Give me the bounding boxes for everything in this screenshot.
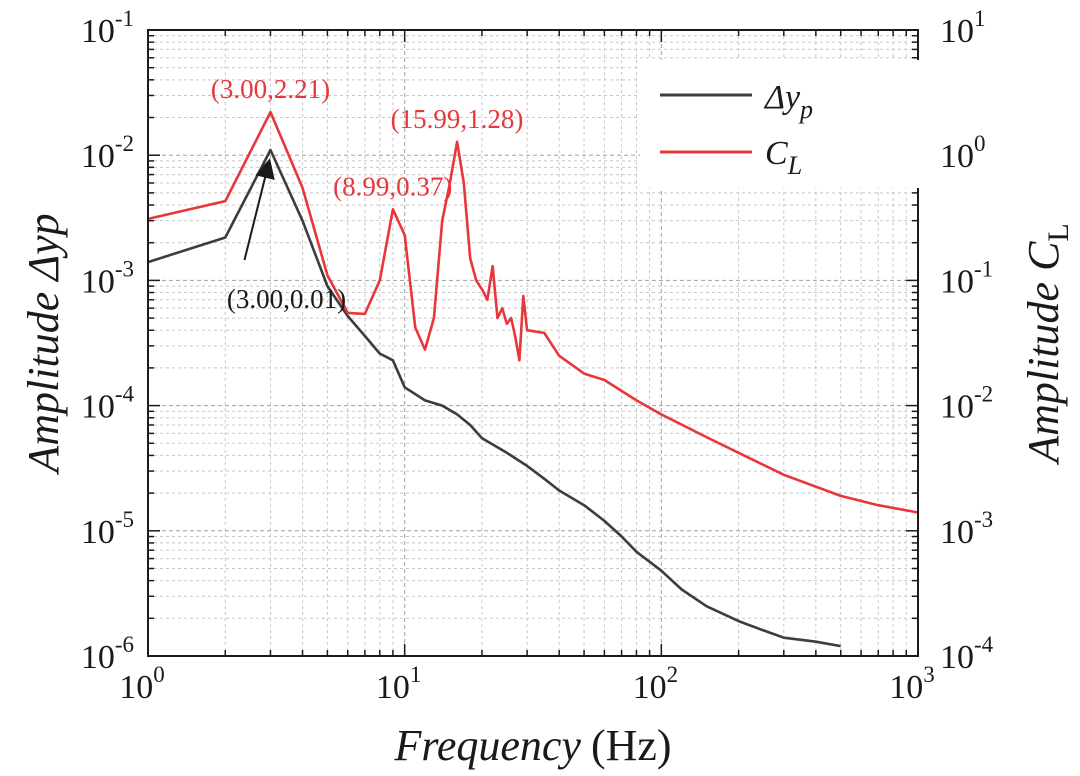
y-axis-left-title: Amplitude Δyp <box>19 213 68 475</box>
x-tick-label: 101 <box>376 662 422 706</box>
y-left-tick-label: 10-3 <box>81 256 134 300</box>
grid-lines <box>148 30 918 656</box>
y-right-tick-label: 101 <box>940 6 986 50</box>
y-left-tick-label: 10-2 <box>81 131 134 175</box>
annotation-label: (8.99,0.37) <box>333 171 452 201</box>
series-line-delta-yp <box>147 148 841 648</box>
y-axis-right-title: Amplitude CL <box>1019 223 1075 466</box>
x-axis-title: Frequency (Hz) <box>393 721 671 770</box>
y-right-tick-label: 10-1 <box>940 256 993 300</box>
y-left-tick-label: 10-5 <box>81 507 134 551</box>
y-left-tick-label: 10-1 <box>81 6 134 50</box>
annotation-arrow <box>243 158 275 261</box>
y-right-tick-label: 100 <box>940 131 986 175</box>
axis-ticks <box>147 30 918 657</box>
series-line-cl <box>147 110 919 514</box>
x-tick-label: 100 <box>119 662 165 706</box>
x-tick-label: 102 <box>633 662 679 706</box>
y-right-tick-label: 10-2 <box>940 382 993 426</box>
legend-label-delta-yp: Δyp <box>763 79 813 124</box>
y-right-tick-label: 10-4 <box>940 632 994 676</box>
legend-background <box>640 60 920 188</box>
y-left-tick-label: 10-6 <box>81 632 134 676</box>
annotation-label: (15.99,1.28) <box>391 104 524 134</box>
legend-label-cl: CL <box>765 135 802 180</box>
y-left-tick-label: 10-4 <box>81 382 135 426</box>
legend: Δyp CL <box>640 60 920 188</box>
plot-frame <box>147 29 919 657</box>
annotation-label: (3.00,2.21) <box>211 74 330 104</box>
series-layer <box>147 110 919 648</box>
x-tick-label: 103 <box>889 662 935 706</box>
annotation-layer: (3.00,2.21) (8.99,0.37) (15.99,1.28) (3.00,… <box>211 74 524 314</box>
y-right-tick-label: 10-3 <box>940 507 993 551</box>
tick-labels: 100 101 102 103 10-6 10-5 10-4 10-3 10-2 10-1 10-4… <box>81 6 994 706</box>
annotation-label: (3.00,0.01) <box>227 284 346 314</box>
